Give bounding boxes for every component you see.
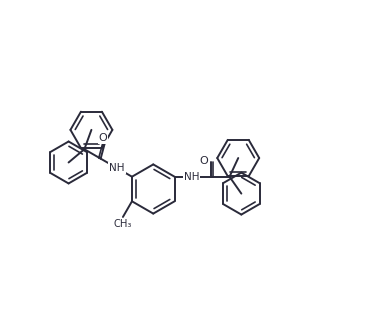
Text: NH: NH bbox=[184, 172, 200, 182]
Text: O: O bbox=[199, 156, 208, 166]
Text: O: O bbox=[99, 133, 107, 143]
Text: CH₃: CH₃ bbox=[114, 219, 132, 229]
Text: NH: NH bbox=[109, 163, 125, 173]
